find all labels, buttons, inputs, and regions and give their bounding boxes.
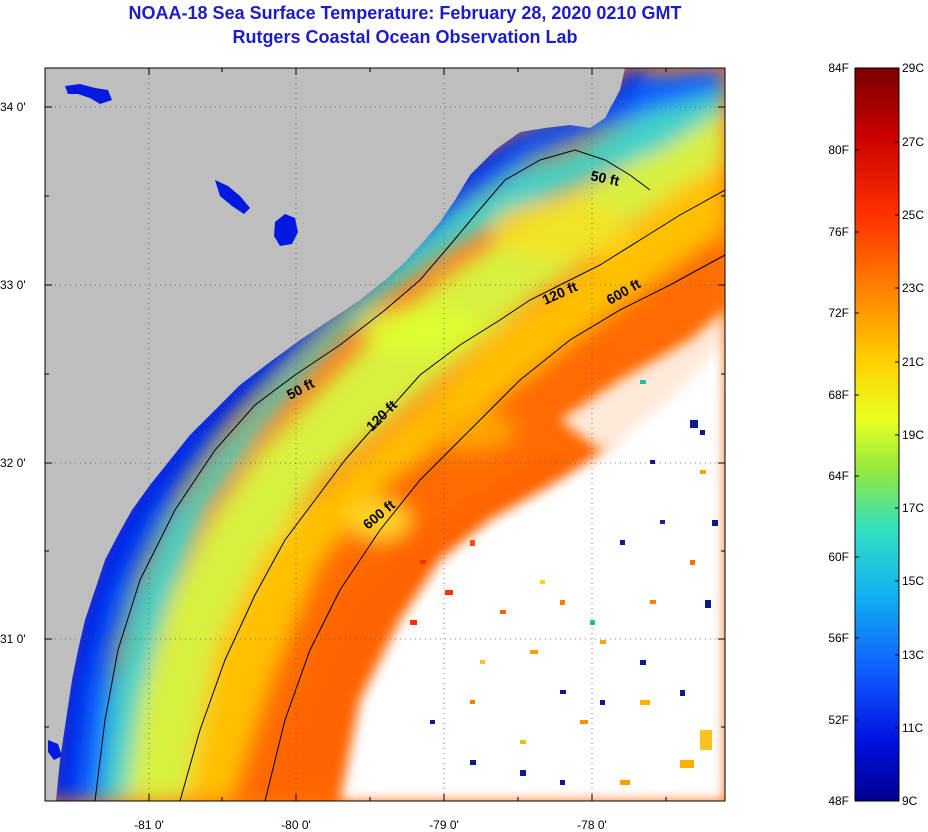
map-title: NOAA-18 Sea Surface Temperature: Februar… bbox=[128, 3, 682, 23]
colorbar-c-label: 23C bbox=[902, 281, 924, 295]
inland-water-mid bbox=[215, 180, 250, 214]
lat-label: 33 0' bbox=[0, 278, 26, 292]
lon-label: -78 0' bbox=[577, 818, 607, 832]
colorbar-c-label: 21C bbox=[902, 355, 924, 369]
colorbar-f-label: 48F bbox=[828, 794, 849, 808]
colorbar-c-ticks bbox=[895, 141, 899, 729]
colorbar-f-label: 84F bbox=[828, 61, 849, 75]
map-panel: 50 ft 120 ft 600 ft 50 ft 120 ft 600 ft bbox=[45, 68, 725, 801]
colorbar-c-label: 25C bbox=[902, 208, 924, 222]
colorbar-c-label: 13C bbox=[902, 648, 924, 662]
lon-label: -81 0' bbox=[134, 818, 164, 832]
colorbar-c-label: 19C bbox=[902, 428, 924, 442]
lat-label: 34 0' bbox=[0, 100, 26, 114]
colorbar-c-label: 27C bbox=[902, 135, 924, 149]
colorbar-c-label: 17C bbox=[902, 501, 924, 515]
inland-water-south bbox=[48, 740, 62, 760]
colorbar-c-label: 11C bbox=[902, 721, 923, 735]
lon-label: -79 0' bbox=[429, 818, 459, 832]
colorbar-c-label: 29C bbox=[902, 61, 924, 75]
isobath-label: 50 ft bbox=[589, 167, 621, 189]
map-frame bbox=[44, 67, 726, 802]
colorbar-f-label: 72F bbox=[828, 306, 849, 320]
lat-label: 31 0' bbox=[0, 632, 26, 646]
isobath-600ft-line bbox=[264, 254, 725, 801]
colorbar-f-label: 64F bbox=[828, 469, 849, 483]
lake-marion bbox=[274, 214, 298, 246]
isobath-120ft-line bbox=[179, 189, 725, 801]
temperature-colorbar bbox=[854, 67, 900, 802]
graticule bbox=[45, 68, 725, 801]
lon-label: -80 0' bbox=[281, 818, 311, 832]
colorbar-f-ticks bbox=[855, 149, 859, 721]
colorbar-f-label: 80F bbox=[828, 143, 849, 157]
land-area bbox=[45, 68, 625, 801]
map-ticks bbox=[45, 68, 725, 801]
colorbar-f-label: 68F bbox=[828, 388, 849, 402]
isobath-contours bbox=[94, 149, 725, 801]
lat-label: 32 0' bbox=[0, 456, 26, 470]
colorbar-c-label: 15C bbox=[902, 574, 924, 588]
map-subtitle: Rutgers Coastal Ocean Observation Lab bbox=[232, 27, 578, 47]
colorbar-f-label: 60F bbox=[828, 550, 849, 564]
inland-water-north bbox=[65, 84, 112, 104]
colorbar-f-label: 52F bbox=[828, 713, 849, 727]
cloud-speckle bbox=[410, 380, 718, 785]
isobath-50ft-line bbox=[94, 149, 651, 801]
colorbar-c-label: 9C bbox=[902, 794, 918, 808]
colorbar-f-label: 56F bbox=[828, 631, 849, 645]
colorbar-f-label: 76F bbox=[828, 225, 849, 239]
